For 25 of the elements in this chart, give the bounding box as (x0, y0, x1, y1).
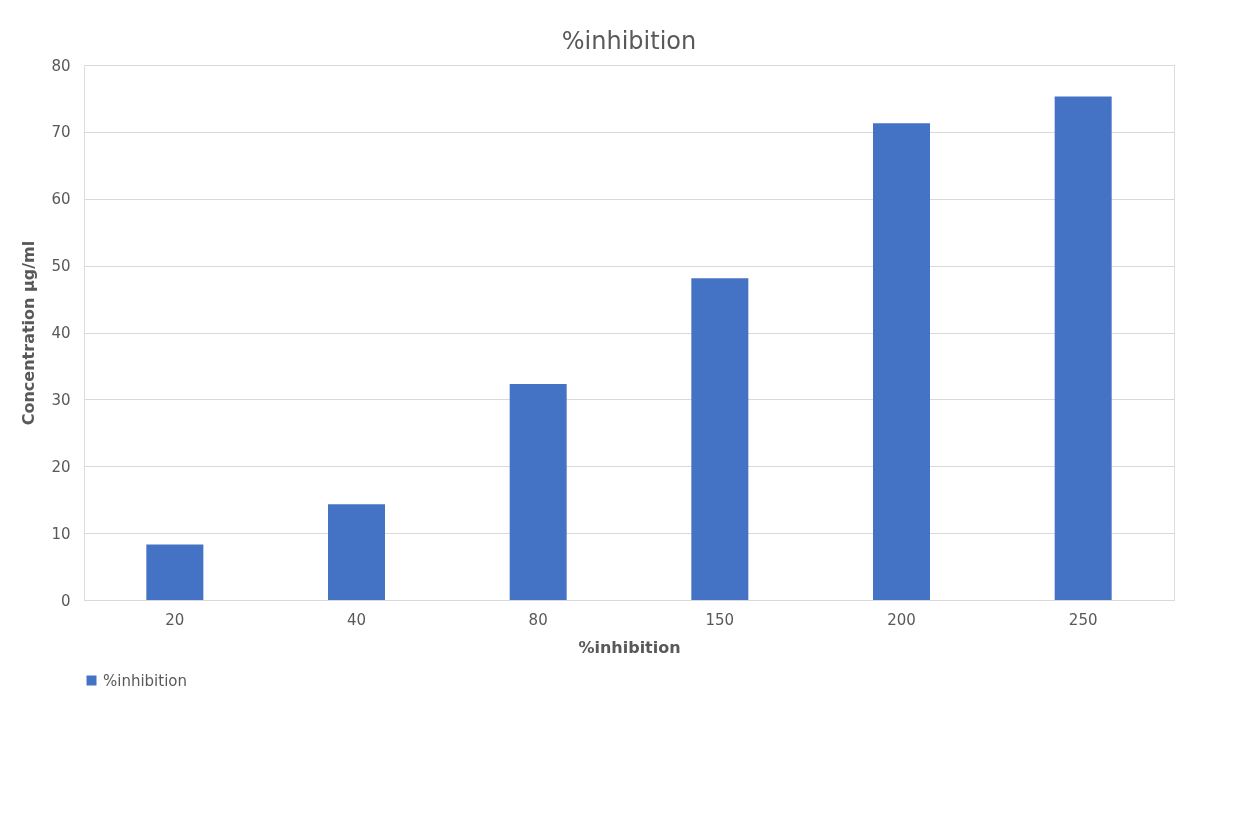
y-tick-label: 50 (51, 257, 71, 276)
x-tick-label: 20 (165, 610, 185, 629)
bar (146, 544, 204, 600)
y-tick-label: 10 (51, 524, 71, 543)
y-tick-label: 60 (51, 190, 71, 209)
bar (691, 278, 749, 600)
x-tick-label: 40 (346, 610, 367, 629)
bar (873, 123, 930, 600)
x-tick-label: 80 (528, 610, 548, 629)
x-axis-title: %inhibition (578, 637, 681, 657)
y-axis-title: Concentration µg/ml (19, 240, 39, 426)
y-tick-label: 0 (60, 591, 71, 610)
x-tick-label: 250 (1068, 610, 1098, 629)
y-tick-label: 80 (51, 56, 71, 75)
y-tick-label: 40 (51, 324, 71, 342)
chart-title: %inhibition (561, 27, 697, 55)
y-tick-label: 20 (51, 457, 71, 476)
bar (328, 504, 385, 600)
x-tick-label: 150 (705, 610, 735, 629)
y-tick-label: 30 (51, 390, 71, 409)
bar (1054, 96, 1112, 600)
legend-label: %inhibition (103, 671, 188, 690)
y-tick-label: 70 (51, 123, 71, 142)
x-tick-label: 200 (887, 610, 916, 629)
bar (509, 383, 567, 600)
